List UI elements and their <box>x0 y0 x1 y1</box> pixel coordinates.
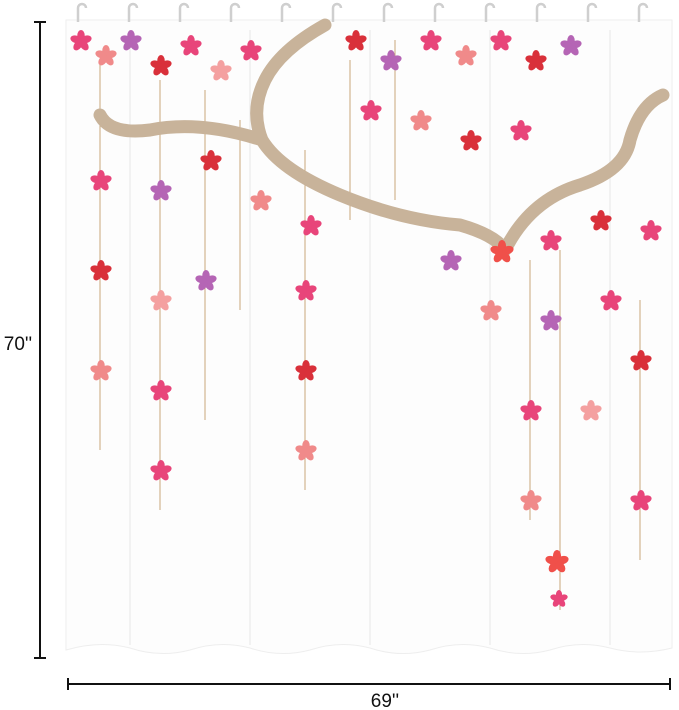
branch <box>93 18 670 257</box>
label-background <box>0 330 38 358</box>
dimension-lines <box>34 21 671 690</box>
hooks <box>76 2 649 22</box>
width-label: 69'' <box>371 691 399 710</box>
height-label: 70'' <box>4 334 32 355</box>
